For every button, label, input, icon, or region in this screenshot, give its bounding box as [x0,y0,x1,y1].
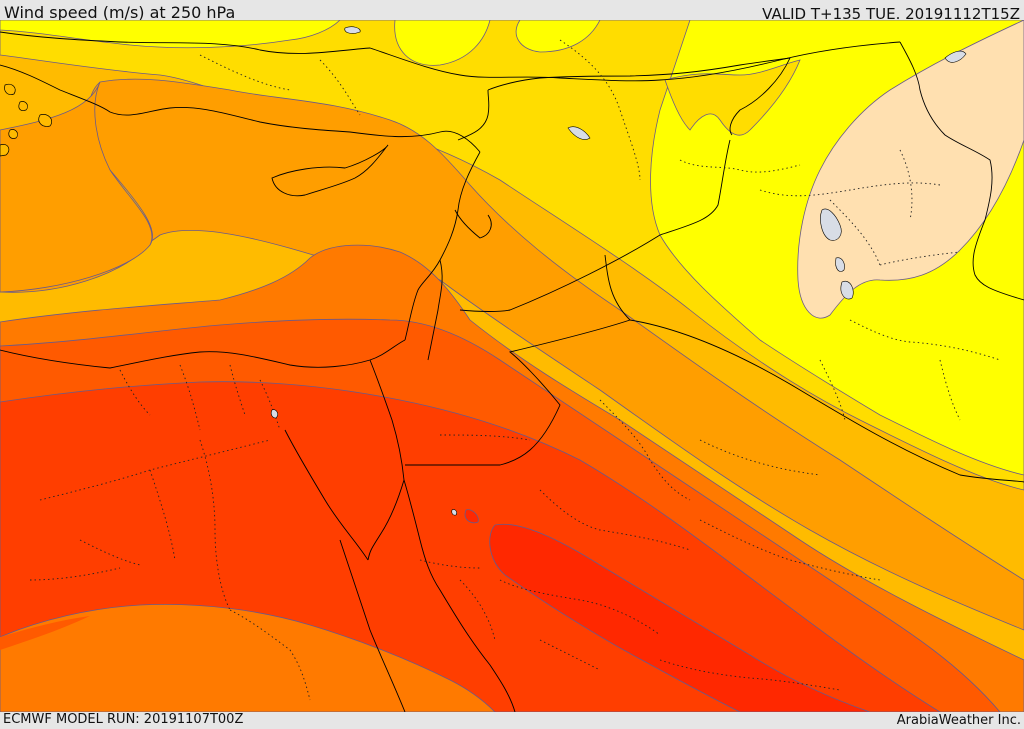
lake-3 [840,280,854,300]
band-ff9e00-top-left [0,81,153,293]
wind-speed-map-svg [0,20,1024,712]
band-ffe0b0 [797,20,1024,319]
valid-time: VALID T+135 TUE. 20191112T15Z [762,5,1020,23]
band-ff5a00-lower-left [0,616,90,650]
small-lakes [270,26,591,516]
map-title: Wind speed (m/s) at 250 hPa [4,3,236,22]
lake-1 [820,208,842,241]
weather-map [0,20,1024,712]
credit-label: ArabiaWeather Inc. [896,713,1021,728]
header-bar: Wind speed (m/s) at 250 hPa VALID T+135 … [0,0,1024,23]
band-ffff00-top-center [394,20,491,66]
lake-2 [835,257,845,272]
band-ff7a00-lower-left [0,603,496,712]
band-ffff00-top-band [515,20,601,53]
footer-bar: ECMWF MODEL RUN: 20191107T00Z ArabiaWeat… [0,712,1024,729]
aegean-islands [0,83,53,157]
coastlines [0,31,1024,712]
lake-4 [944,50,967,63]
band-ffff00-top-left [0,20,341,49]
model-run-label: ECMWF MODEL RUN: 20191107T00Z [3,712,244,727]
admin-borders [29,39,1001,701]
band-ffdd00-notch [664,59,801,136]
band-ff2800-blob [464,509,479,524]
band-ff2800 [489,523,871,712]
